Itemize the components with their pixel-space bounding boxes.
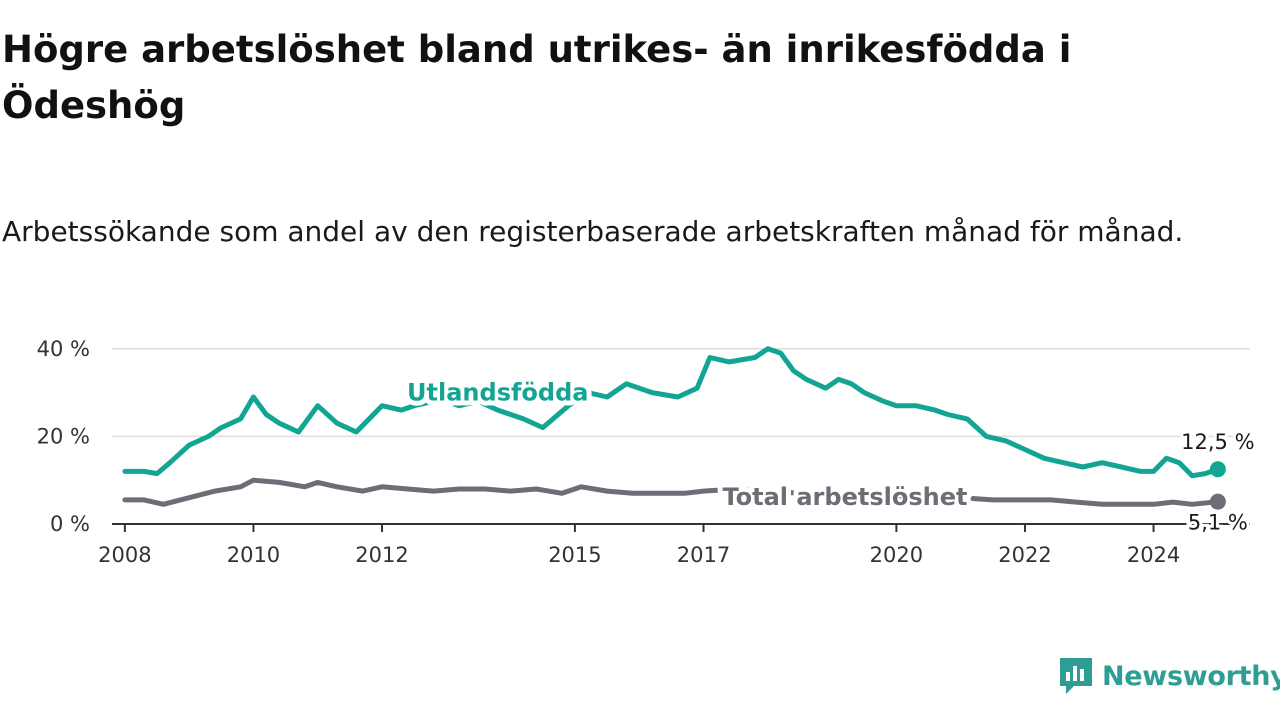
x-tick-label: 2024 [1127,543,1180,567]
series-end-label-1: 5,1 % [1188,511,1248,535]
series-end-label-0: 12,5 % [1181,430,1254,454]
line-chart: 0 % 20 % 40 % 2008 2010 2012 2015 2017 2020 2022 2… [37,337,1258,567]
series-line-1 [122,477,1221,507]
newsworthy-logo-icon [1060,658,1092,694]
y-tick-label: 40 % [37,337,90,361]
series-name-label-0: Utlandsfödda [407,379,588,407]
x-tick-label: 2022 [998,543,1051,567]
x-tick-label: 2010 [227,543,280,567]
y-tick-label: 20 % [37,424,90,448]
series-line-0 [122,346,1221,479]
series-end-point-0 [1209,461,1226,478]
x-tick-label: 2015 [548,543,601,567]
newsworthy-logo-text: Newsworthy [1102,660,1280,692]
y-tick-label: 0 % [50,512,90,536]
newsworthy-logo: Newsworthy [1058,654,1280,698]
series-name-label-1: Total arbetslöshet [722,483,967,511]
x-tick-label: 2008 [98,543,151,567]
chart-subtitle: Arbetssökande som andel av den registerb… [2,215,1184,248]
x-tick-label: 2012 [355,543,408,567]
x-tick-label: 2017 [677,543,730,567]
series-end-point-1 [1209,493,1226,510]
x-tick-label: 2020 [870,543,923,567]
chart-title: Högre arbetslöshet bland utrikes- än inr… [2,28,1072,127]
